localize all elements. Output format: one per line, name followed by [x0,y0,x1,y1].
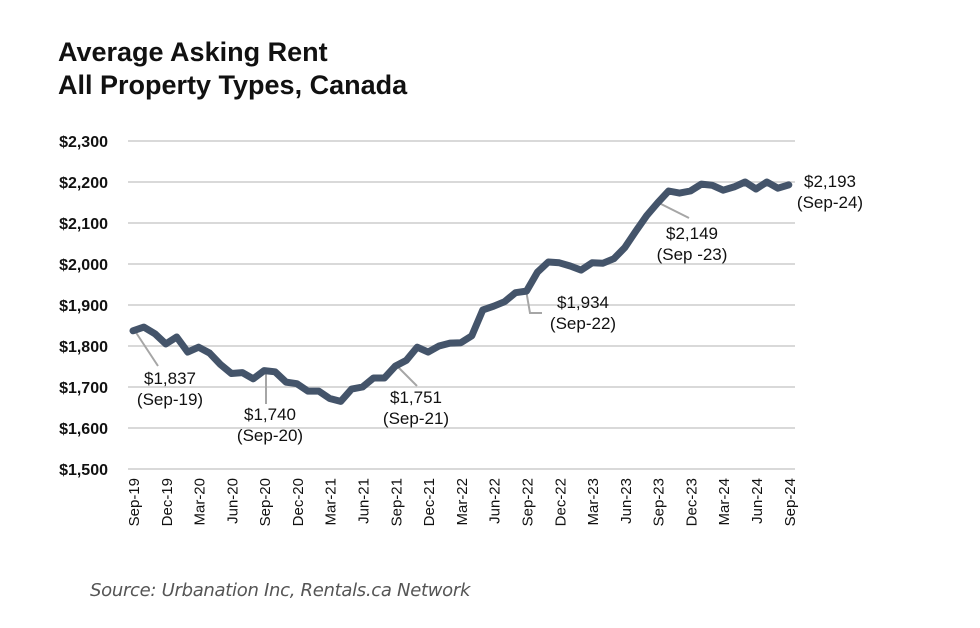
x-tick-label: Mar-20 [192,478,209,526]
x-tick-label: Jun-24 [749,478,766,524]
annotation-value: $2,193 [804,172,856,191]
x-tick-label: Dec-21 [421,478,438,526]
annotation-date: (Sep -23) [657,245,728,264]
y-tick-label: $1,700 [59,380,108,397]
gridlines [128,140,795,470]
x-tick-label: Sep-22 [519,478,536,526]
y-tick-label: $2,300 [59,134,108,151]
x-tick-label: Dec-23 [683,478,700,526]
x-tick-label: Sep-23 [651,478,668,526]
annotation-leader [658,202,690,219]
series-group [129,178,793,405]
annotations: $1,837 (Sep-19) $1,740 (Sep-20) $1,751 (Sep-2… [137,172,863,445]
y-tick-label: $1,900 [59,298,108,315]
annotation-value: $1,837 [144,369,196,388]
x-axis-ticks: Sep-19 Dec-19 Mar-20 Jun-20 Sep-20 Dec-20 Mar-… [126,478,799,526]
annotation-date: (Sep-24) [797,193,863,212]
x-tick-label: Sep-24 [782,478,799,526]
y-tick-label: $2,100 [59,216,108,233]
annotation-leader [525,289,542,314]
annotation-value: $2,149 [666,224,718,243]
x-tick-label: Jun-21 [356,478,373,524]
y-tick-label: $2,200 [59,175,108,192]
x-tick-label: Mar-23 [585,478,602,526]
y-tick-label: $2,000 [59,257,108,274]
annotation-date: (Sep-19) [137,390,203,409]
x-tick-label: Jun-22 [487,478,504,524]
x-tick-label: Mar-22 [454,478,471,526]
x-tick-label: Dec-19 [159,478,176,526]
x-tick-label: Sep-20 [257,478,274,526]
series-line [129,178,793,405]
y-tick-label: $1,500 [59,462,108,479]
x-tick-label: Mar-21 [323,478,340,526]
x-tick-label: Jun-20 [224,478,241,524]
source-note: Source: Urbanation Inc, Rentals.ca Netwo… [90,580,471,601]
annotation-value: $1,751 [390,388,442,407]
annotation-date: (Sep-21) [383,409,449,428]
y-tick-label: $1,600 [59,421,108,438]
chart-subtitle: All Property Types, Canada [58,70,408,100]
chart-title: Average Asking Rent [58,37,328,67]
x-tick-label: Mar-24 [716,478,733,526]
x-tick-label: Jun-23 [618,478,635,524]
x-tick-label: Sep-19 [126,478,143,526]
y-tick-label: $1,800 [59,339,108,356]
annotation-leader [132,327,159,367]
x-tick-label: Sep-21 [388,478,405,526]
x-tick-label: Dec-22 [552,478,569,526]
x-tick-label: Dec-20 [290,478,307,526]
annotation-value: $1,740 [244,405,296,424]
annotation-date: (Sep-20) [237,426,303,445]
y-axis-ticks: $1,500 $1,600 $1,700 $1,800 $1,900 $2,000 $2,1… [59,134,108,479]
annotation-date: (Sep-22) [550,314,616,333]
annotation-leader [397,366,418,387]
chart-title-block: Average Asking Rent All Property Types, … [58,36,407,102]
annotation-value: $1,934 [557,293,609,312]
